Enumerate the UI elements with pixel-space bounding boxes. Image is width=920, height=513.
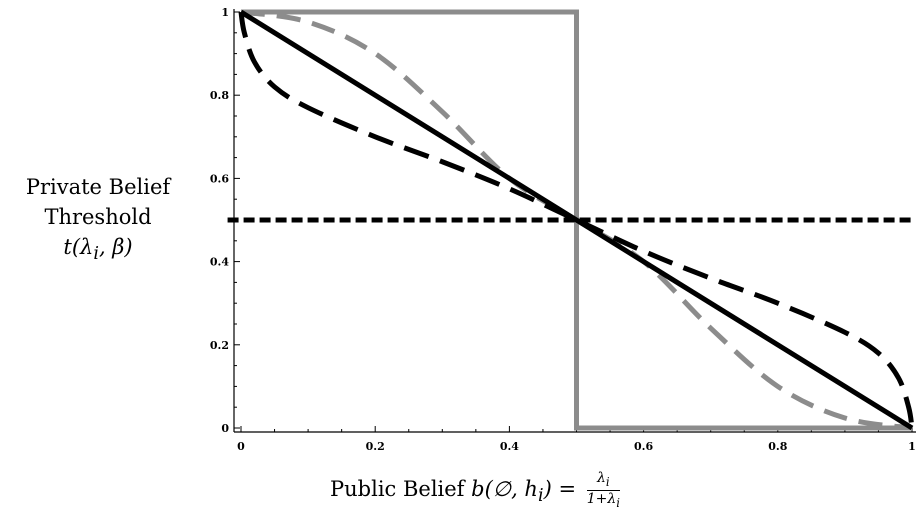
fraction-denominator: 1+λi [587,491,620,511]
x-tick-label: 0.4 [500,440,519,453]
fraction-den-sub: i [616,495,620,510]
x-axis-label-rest: ) = [543,476,577,501]
fraction-den-text: 1+λ [586,490,617,507]
fraction-numerator: λi [586,470,620,491]
x-axis-label-prefix: Public Belief [330,476,465,501]
x-tick-label: 1 [908,440,916,453]
x-axis-label-expr: b(∅, hi) = [471,476,577,506]
y-axis-label-line1: Private Belief [25,175,171,199]
x-axis-label-fraction: λi 1+λi [586,470,620,511]
y-axis-label: Private Belief Threshold t(λi, β) [0,172,196,269]
y-axis-label-sub: i [93,244,99,265]
fraction-num-text: λ [597,470,606,486]
chart-series [227,9,915,431]
y-tick-label: 1 [221,6,229,19]
y-tick-label: 0.4 [210,256,229,269]
y-tick-label: 0 [221,422,229,435]
x-axis-label-sub: i [537,485,544,506]
x-tick-label: 0.6 [634,440,653,453]
x-tick-label: 0 [237,440,245,453]
x-axis-label: Public Belief b(∅, hi) = λi 1+λi [330,470,830,511]
x-tick-label: 0.8 [768,440,787,453]
fraction-num-sub: i [605,474,610,489]
y-tick-label: 0.2 [210,339,229,352]
y-axis-label-line2: Threshold [44,205,152,229]
x-tick-label: 0.2 [366,440,385,453]
series-black-long-dash [238,11,915,429]
x-axis-label-func: b(∅, h [471,476,538,501]
y-axis-label-func: t(λ [63,235,94,259]
y-tick-label: 0.8 [210,89,229,102]
y-tick-label: 0.6 [210,172,229,185]
series-black-solid-diagonal [239,9,914,431]
chart-ticks: 0 0.2 0.4 0.6 0.8 1 0 0.2 0.4 0.6 0.8 1 [210,6,916,453]
y-axis-label-rest: , β) [98,235,133,259]
y-axis-label-line3: t(λi, β) [0,232,196,269]
